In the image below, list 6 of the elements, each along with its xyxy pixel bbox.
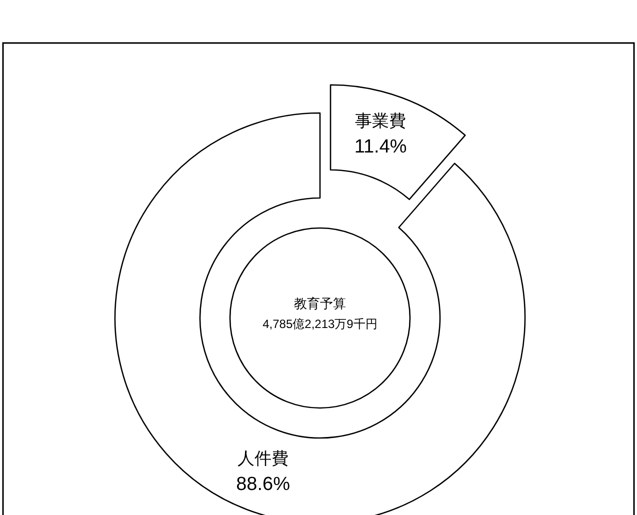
text: 4,785億2,213万9千円 — [262, 317, 378, 331]
text: 教育予算 — [294, 296, 346, 311]
data-label: 11.4% — [354, 136, 407, 158]
data-label: 88.6% — [236, 474, 290, 496]
slice-label: 事業費 — [355, 112, 406, 131]
slice-label: 人件費 — [238, 449, 289, 468]
